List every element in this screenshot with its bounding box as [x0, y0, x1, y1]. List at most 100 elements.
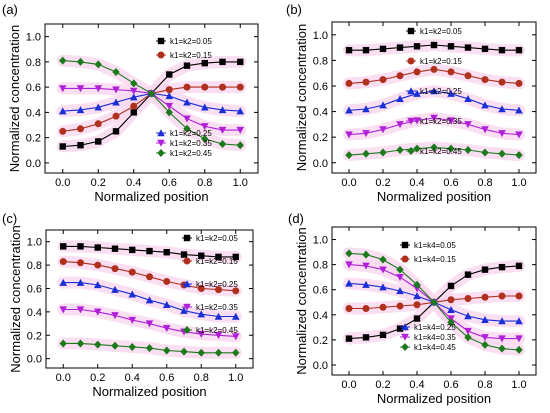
legend-label: k1=k2=0.15 [420, 57, 462, 66]
data-point [481, 76, 489, 84]
data-point [464, 333, 472, 342]
y-axis-title: Normalized concentration [294, 227, 309, 374]
x-tick-label: 1.0 [228, 372, 243, 384]
data-point [60, 243, 67, 250]
y-tick-label: 0.2 [313, 335, 328, 347]
panel-label: (c) [2, 211, 17, 226]
x-axis-title: Normalized position [92, 384, 206, 399]
x-tick-label: 0.6 [159, 372, 174, 384]
data-point [112, 86, 120, 94]
data-point [130, 79, 138, 88]
data-point [498, 149, 506, 158]
data-point [183, 124, 191, 133]
data-point [236, 141, 244, 150]
data-point [515, 335, 523, 343]
data-point [413, 301, 421, 309]
data-point [214, 348, 223, 357]
data-point [112, 112, 120, 120]
data-point [464, 327, 472, 335]
data-point [345, 249, 353, 258]
y-tick-label: 1.0 [26, 32, 41, 44]
data-point [379, 331, 387, 339]
data-point [515, 345, 523, 354]
data-point [231, 312, 240, 320]
data-point [345, 335, 353, 342]
data-point [219, 58, 226, 66]
data-point [362, 78, 370, 86]
data-point [58, 107, 67, 115]
data-point [93, 281, 102, 289]
y-tick-label: 0.6 [26, 82, 41, 94]
legend-label: k1=k4=0.15 [414, 255, 456, 264]
data-point [396, 302, 404, 310]
legend-label: k1=k4=0.35 [414, 333, 456, 342]
data-point [200, 123, 209, 131]
data-point [94, 103, 103, 111]
y-tick-label: 0.6 [313, 81, 328, 93]
data-point [163, 277, 171, 285]
legend-marker [407, 147, 415, 155]
data-point [413, 315, 421, 322]
y-axis-title: Normalized concentration [294, 24, 309, 171]
x-tick-label: 1.0 [511, 379, 526, 391]
data-point [76, 57, 85, 66]
x-tick-label: 0.6 [162, 177, 177, 189]
legend-label: k1=k2=0.35 [420, 117, 462, 126]
chart-panel: (c) 0.0 0.2 0.4 0.6 0.8 1.0 0.0 0.2 0.4 0.6 0.8 1.0 N… [2, 211, 254, 399]
data-point [236, 83, 244, 91]
data-point [345, 46, 353, 54]
y-tick-label: 0.2 [313, 132, 328, 144]
x-tick-label: 0.0 [55, 177, 70, 189]
x-tick-label: 0.6 [443, 379, 458, 391]
data-point [413, 89, 421, 97]
data-point [481, 148, 489, 157]
legend-label: k1=k2=0.45 [170, 149, 212, 158]
data-point [111, 245, 119, 252]
chart-panel: (d) 0.0 0.2 0.4 0.6 0.8 1.0 0.0 0.2 0.4 0.6 0.8 1.0 N… [288, 211, 537, 406]
data-point [215, 253, 222, 261]
data-point [165, 92, 174, 100]
y-tick-label: 0.0 [313, 158, 328, 170]
data-point [59, 339, 67, 348]
data-point [147, 89, 156, 98]
legend-marker [157, 37, 165, 45]
data-point [111, 341, 119, 350]
data-point [215, 286, 222, 294]
data-point [183, 62, 191, 69]
y-tick-label: 0.8 [313, 260, 328, 272]
chart-panel: (a) 0.0 0.2 0.4 0.6 0.8 1.0 0.0 0.2 0.4 0.6 0.8 1.0 N… [2, 2, 259, 204]
data-point [201, 134, 209, 143]
data-point [396, 273, 404, 281]
data-point [111, 285, 119, 293]
data-point [145, 344, 154, 353]
data-point [180, 347, 188, 356]
legend-marker [401, 343, 409, 351]
x-tick-label: 0.6 [443, 177, 458, 189]
x-tick-label: 0.0 [56, 372, 71, 384]
data-point [515, 79, 523, 87]
x-tick-label: 0.4 [409, 379, 424, 391]
data-point [128, 316, 137, 324]
x-tick-label: 0.8 [477, 177, 492, 189]
data-point [447, 144, 455, 153]
data-point [59, 143, 66, 150]
data-point [413, 292, 421, 300]
data-point [430, 65, 438, 73]
data-point [447, 43, 455, 50]
data-point [59, 127, 67, 135]
legend-marker [401, 333, 409, 341]
y-tick-label: 1.0 [27, 237, 42, 249]
data-point [94, 244, 101, 251]
data-point [362, 130, 370, 138]
data-point [345, 151, 353, 160]
data-point [345, 106, 353, 114]
x-axis-title: Normalized position [94, 189, 208, 204]
data-point [430, 87, 438, 95]
data-point [59, 258, 67, 266]
data-point [94, 340, 102, 349]
data-point [515, 106, 523, 114]
data-point [130, 102, 138, 110]
legend-marker [157, 139, 165, 147]
x-axis-title: Normalized position [377, 189, 491, 204]
